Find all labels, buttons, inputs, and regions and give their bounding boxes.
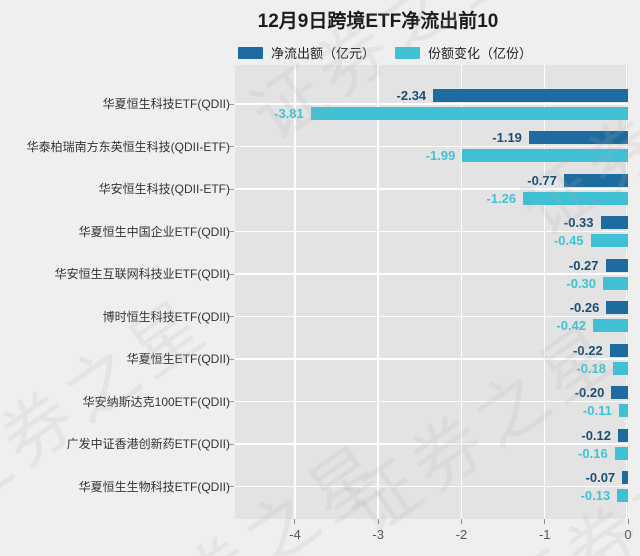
bar-net-outflow — [563, 173, 628, 187]
horizontal-gridline — [235, 443, 628, 445]
vertical-gridline — [543, 65, 546, 519]
x-axis-tick — [544, 519, 546, 524]
category-label: 华安恒生互联网科技业ETF(QDII) — [54, 267, 230, 281]
value-label-net-outflow: -0.33 — [563, 215, 594, 230]
bar-net-outflow — [611, 386, 628, 399]
legend-label: 份额变化（亿份） — [428, 46, 533, 61]
category-label: 华夏恒生科技ETF(QDII) — [102, 97, 230, 111]
horizontal-gridline — [235, 400, 628, 403]
bar-net-outflow — [609, 343, 628, 357]
value-label-share-change: -0.42 — [556, 318, 587, 333]
bar-share-change — [590, 234, 628, 247]
vertical-gridline — [377, 65, 379, 519]
bar-share-change — [613, 361, 628, 375]
x-axis-label: -4 — [289, 527, 301, 542]
chart-legend: 净流出额（亿元） 份额变化（亿份） — [238, 43, 532, 62]
legend-swatch-icon — [395, 46, 421, 59]
horizontal-gridline — [235, 188, 628, 190]
bar-share-change — [310, 106, 628, 120]
value-label-share-change: -0.16 — [578, 445, 608, 461]
value-label-share-change: -0.13 — [580, 488, 611, 503]
y-axis-tick — [229, 358, 234, 360]
y-axis-tick — [229, 146, 234, 147]
x-axis-tick — [294, 519, 296, 524]
vertical-gridline — [625, 65, 628, 519]
bar-share-change — [614, 446, 628, 460]
bar-net-outflow — [618, 428, 628, 442]
bar-net-outflow — [528, 131, 628, 144]
y-axis-tick — [229, 188, 234, 190]
value-label-share-change: -0.18 — [576, 360, 607, 376]
value-label-net-outflow: -0.77 — [527, 172, 557, 188]
y-axis-tick — [229, 316, 234, 317]
bar-share-change — [523, 191, 628, 205]
category-label: 华夏恒生生物科技ETF(QDII) — [78, 479, 230, 494]
legend-swatch-icon — [238, 46, 263, 59]
x-axis-label: -1 — [538, 527, 551, 542]
value-label-share-change: -1.99 — [425, 148, 456, 163]
category-label: 华泰柏瑞南方东英恒生科技(QDII-ETF) — [26, 139, 230, 154]
value-label-net-outflow: -0.26 — [569, 300, 600, 315]
y-axis-tick — [229, 401, 234, 402]
bar-share-change — [593, 319, 628, 332]
horizontal-gridline — [235, 103, 628, 105]
horizontal-gridline — [235, 315, 628, 318]
value-label-share-change: -3.81 — [274, 105, 304, 121]
value-label-share-change: -1.26 — [486, 190, 517, 206]
x-axis-label: -2 — [455, 527, 468, 542]
x-axis-tick — [460, 519, 462, 524]
value-label-net-outflow: -0.27 — [568, 257, 599, 273]
bar-share-change — [603, 276, 628, 290]
chart-title: 12月9日跨境ETF净流出前10 — [257, 11, 499, 32]
category-label: 华夏恒生中国企业ETF(QDII) — [78, 224, 230, 239]
bar-net-outflow — [600, 216, 628, 229]
x-axis-label: 0 — [624, 527, 632, 542]
vertical-gridline — [460, 65, 463, 519]
value-label-share-change: -0.11 — [582, 403, 612, 418]
horizontal-gridline — [235, 485, 628, 488]
category-label: 广发中证香港创新药ETF(QDII) — [66, 437, 230, 451]
value-label-net-outflow: -0.07 — [585, 470, 616, 485]
legend-item-share-change: 份额变化（亿份） — [395, 43, 532, 62]
x-axis-tick — [627, 519, 629, 524]
value-label-net-outflow: -2.34 — [396, 87, 427, 103]
value-label-share-change: -0.30 — [566, 275, 597, 291]
value-label-net-outflow: -0.22 — [573, 342, 603, 358]
y-axis-tick — [229, 486, 234, 487]
horizontal-gridline — [235, 358, 628, 360]
bar-share-change — [462, 149, 628, 162]
value-label-share-change: -0.45 — [553, 233, 584, 248]
legend-item-net-outflow: 净流出额（亿元） — [238, 43, 375, 62]
y-axis-tick — [229, 273, 234, 275]
bar-share-change — [617, 489, 628, 502]
bar-net-outflow — [622, 471, 628, 484]
category-label: 华安恒生科技(QDII-ETF) — [98, 182, 230, 196]
value-label-net-outflow: -0.20 — [574, 385, 605, 400]
bar-net-outflow — [605, 258, 628, 272]
horizontal-gridline — [235, 230, 628, 233]
horizontal-gridline — [235, 273, 628, 275]
horizontal-gridline — [235, 145, 628, 148]
y-axis-tick — [229, 103, 234, 105]
x-axis-tick — [377, 519, 379, 524]
category-label: 华夏恒生ETF(QDII) — [126, 352, 230, 366]
category-label: 华安纳斯达克100ETF(QDII) — [82, 394, 230, 409]
y-axis-tick — [229, 231, 234, 232]
legend-label: 净流出额（亿元） — [271, 46, 376, 61]
value-label-net-outflow: -0.12 — [581, 427, 612, 443]
bar-share-change — [618, 404, 628, 417]
bar-net-outflow — [606, 301, 628, 314]
vertical-gridline — [294, 65, 296, 519]
category-label: 博时恒生科技ETF(QDII) — [102, 309, 230, 324]
y-axis-tick — [229, 443, 234, 445]
x-axis-label: -3 — [372, 527, 384, 542]
bar-net-outflow — [433, 88, 628, 102]
value-label-net-outflow: -1.19 — [492, 130, 522, 145]
